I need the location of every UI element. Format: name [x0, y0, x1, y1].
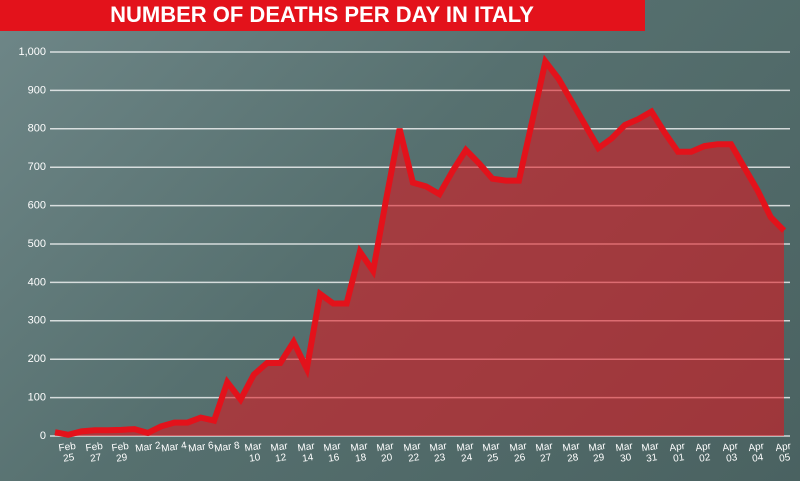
y-tick-label: 600 [28, 200, 46, 212]
x-tick-label: Mar 23 [429, 440, 448, 465]
y-tick-label: 900 [28, 84, 46, 96]
y-tick-label: 300 [28, 315, 46, 327]
x-tick-label: Mar 12 [270, 440, 289, 465]
x-tick-label: Apr 05 [774, 441, 792, 465]
y-tick-label: 0 [40, 430, 46, 442]
x-tick-label: Apr 03 [721, 441, 739, 465]
x-tick-label: Mar 29 [588, 440, 607, 465]
y-tick-label: 500 [28, 238, 46, 250]
x-tick-label: Mar 25 [482, 440, 501, 465]
y-tick-label: 100 [28, 392, 46, 404]
x-tick-label: Apr 02 [695, 441, 713, 465]
chart-title: NUMBER OF DEATHS PER DAY IN ITALY [110, 2, 534, 27]
x-tick-label: Mar 22 [402, 440, 422, 465]
x-tick-label: Apr 04 [748, 441, 766, 465]
x-tick-label: Mar 18 [349, 440, 369, 465]
y-tick-label: 200 [28, 353, 46, 365]
x-tick-label: Feb 29 [111, 440, 130, 465]
x-tick-label: Apr 01 [668, 441, 686, 465]
x-tick-label: Mar 14 [296, 440, 316, 465]
x-tick-label: Feb 27 [84, 440, 104, 465]
x-tick-label: Mar 24 [455, 440, 475, 465]
x-tick-label: Mar 28 [561, 440, 581, 465]
line [54, 54, 787, 438]
area-fill [55, 61, 784, 436]
y-tick-label: 1,000 [18, 46, 46, 58]
y-tick-label: 800 [28, 123, 46, 135]
x-tick-label: Mar 31 [641, 440, 660, 465]
x-tick-label: Mar 16 [323, 440, 342, 465]
x-tick-label: Mar 27 [535, 440, 554, 465]
x-tick-label: Mar 30 [614, 440, 634, 465]
x-tick-label: Mar 10 [243, 440, 263, 465]
x-tick-label: Mar 20 [376, 440, 395, 465]
x-tick-label: Mar 26 [508, 440, 528, 465]
y-tick-label: 700 [28, 161, 46, 173]
y-tick-label: 400 [28, 276, 46, 288]
x-tick-label: Feb 25 [58, 440, 77, 465]
title-banner [0, 0, 645, 31]
